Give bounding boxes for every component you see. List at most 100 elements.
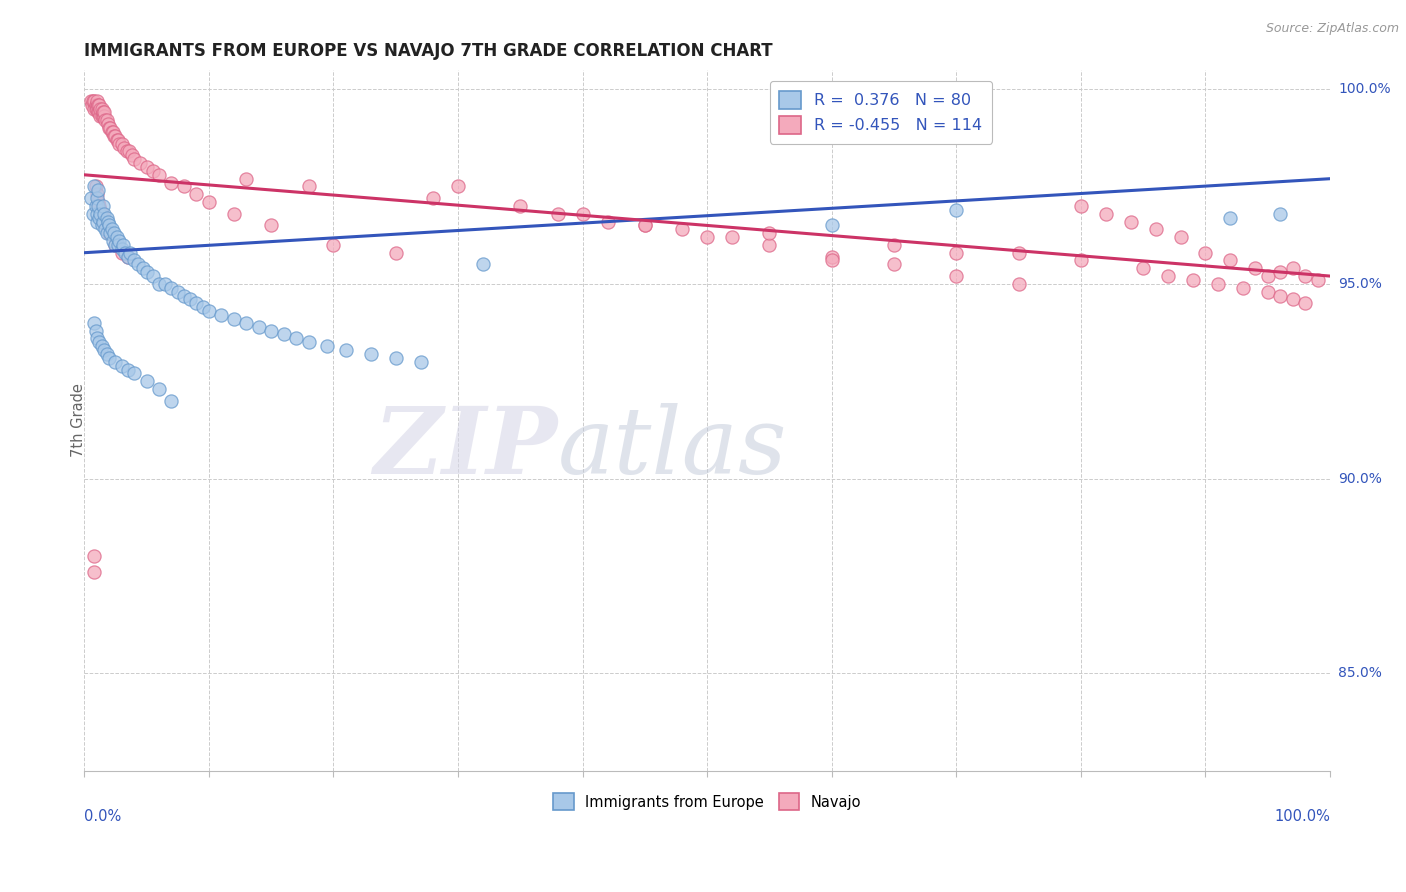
Point bbox=[758, 238, 780, 252]
Point bbox=[84, 324, 107, 338]
Point bbox=[91, 214, 114, 228]
Point bbox=[135, 374, 157, 388]
Point bbox=[360, 347, 382, 361]
Point bbox=[1194, 245, 1216, 260]
Point bbox=[571, 207, 593, 221]
Point bbox=[89, 335, 111, 350]
Point bbox=[84, 199, 107, 213]
Point bbox=[1206, 277, 1229, 291]
Point bbox=[89, 109, 111, 123]
Point bbox=[821, 219, 844, 233]
Point bbox=[821, 253, 844, 268]
Point bbox=[90, 219, 112, 233]
Point bbox=[93, 207, 115, 221]
Point bbox=[384, 245, 406, 260]
Point bbox=[97, 117, 120, 131]
Point bbox=[1281, 261, 1303, 276]
Point bbox=[883, 238, 905, 252]
Point bbox=[94, 113, 117, 128]
Point bbox=[222, 312, 245, 326]
Point bbox=[1007, 277, 1029, 291]
Point bbox=[1157, 268, 1180, 283]
Point bbox=[111, 245, 134, 260]
Point bbox=[155, 277, 177, 291]
Point bbox=[91, 211, 114, 225]
Point bbox=[91, 105, 114, 120]
Point bbox=[80, 97, 103, 112]
Point bbox=[129, 156, 152, 170]
Point bbox=[316, 339, 339, 353]
Point bbox=[758, 226, 780, 240]
Point bbox=[260, 324, 283, 338]
Point bbox=[696, 230, 718, 244]
Point bbox=[104, 238, 127, 252]
Point bbox=[112, 140, 135, 154]
Point bbox=[127, 257, 149, 271]
Text: 95.0%: 95.0% bbox=[1339, 277, 1382, 291]
Point bbox=[122, 153, 145, 167]
Point bbox=[945, 245, 967, 260]
Point bbox=[117, 362, 139, 376]
Point bbox=[93, 105, 115, 120]
Point bbox=[96, 211, 118, 225]
Point bbox=[1219, 211, 1241, 225]
Point bbox=[166, 285, 188, 299]
Point bbox=[1257, 268, 1279, 283]
Point bbox=[322, 238, 344, 252]
Point bbox=[121, 148, 143, 162]
Point bbox=[98, 121, 121, 136]
Text: 0.0%: 0.0% bbox=[84, 809, 121, 824]
Point bbox=[105, 133, 128, 147]
Text: 100.0%: 100.0% bbox=[1339, 82, 1391, 96]
Point bbox=[108, 136, 131, 151]
Point bbox=[98, 351, 121, 365]
Point bbox=[1306, 273, 1329, 287]
Point bbox=[108, 234, 131, 248]
Point bbox=[91, 199, 114, 213]
Point bbox=[883, 257, 905, 271]
Point bbox=[114, 245, 136, 260]
Point bbox=[100, 226, 122, 240]
Point bbox=[104, 128, 127, 143]
Point bbox=[87, 105, 110, 120]
Point bbox=[335, 343, 357, 357]
Point bbox=[1132, 261, 1154, 276]
Point bbox=[93, 109, 115, 123]
Point bbox=[86, 191, 108, 205]
Point bbox=[1182, 273, 1205, 287]
Point bbox=[89, 211, 111, 225]
Point bbox=[90, 109, 112, 123]
Point bbox=[122, 253, 145, 268]
Point bbox=[285, 331, 308, 345]
Point bbox=[1007, 245, 1029, 260]
Point bbox=[93, 343, 115, 357]
Point bbox=[135, 265, 157, 279]
Legend: Immigrants from Europe, Navajo: Immigrants from Europe, Navajo bbox=[547, 788, 868, 816]
Point bbox=[96, 113, 118, 128]
Point bbox=[422, 191, 444, 205]
Point bbox=[96, 226, 118, 240]
Point bbox=[1070, 253, 1092, 268]
Point bbox=[86, 94, 108, 108]
Point bbox=[1170, 230, 1192, 244]
Point bbox=[93, 214, 115, 228]
Point bbox=[132, 261, 155, 276]
Text: IMMIGRANTS FROM EUROPE VS NAVAJO 7TH GRADE CORRELATION CHART: IMMIGRANTS FROM EUROPE VS NAVAJO 7TH GRA… bbox=[84, 42, 773, 60]
Point bbox=[160, 393, 183, 408]
Point bbox=[79, 94, 101, 108]
Point bbox=[117, 250, 139, 264]
Point bbox=[1281, 293, 1303, 307]
Point bbox=[142, 164, 165, 178]
Point bbox=[1244, 261, 1267, 276]
Point bbox=[198, 304, 221, 318]
Point bbox=[111, 136, 134, 151]
Point bbox=[596, 214, 619, 228]
Point bbox=[122, 367, 145, 381]
Point bbox=[1270, 265, 1292, 279]
Point bbox=[90, 339, 112, 353]
Point bbox=[1294, 296, 1316, 310]
Point bbox=[83, 102, 105, 116]
Point bbox=[260, 219, 283, 233]
Text: ZIP: ZIP bbox=[374, 403, 558, 493]
Point bbox=[634, 219, 657, 233]
